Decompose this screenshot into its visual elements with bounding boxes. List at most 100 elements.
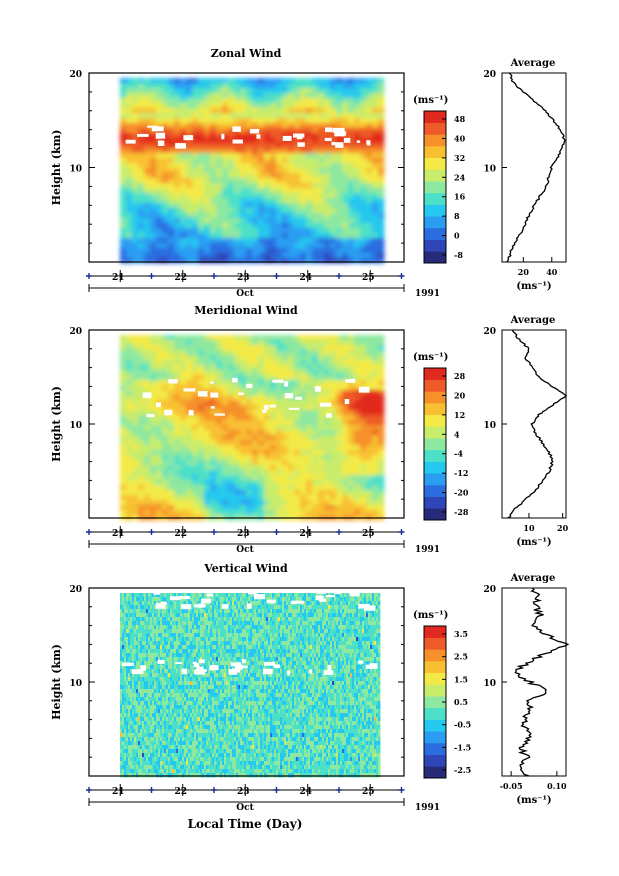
heatmap-cell: [306, 350, 313, 356]
heatmap-cell: [150, 677, 153, 682]
heatmap-cell: [282, 243, 289, 249]
heatmap-cell: [288, 78, 295, 84]
heatmap-cell: [126, 490, 133, 496]
heatmap-cell: [122, 709, 125, 714]
heatmap-cell: [174, 340, 181, 346]
heatmap-cell: [150, 188, 157, 194]
heatmap-cell: [136, 661, 139, 666]
heatmap-cell: [210, 153, 217, 159]
heatmap-cell: [176, 717, 179, 722]
heatmap-cell: [138, 741, 141, 746]
heatmap-cell: [360, 118, 367, 124]
heatmap-cell: [126, 629, 129, 634]
heatmap-cell: [120, 745, 123, 750]
heatmap-cell: [306, 238, 313, 244]
heatmap-cell: [222, 490, 229, 496]
heatmap-cell: [294, 510, 301, 516]
heatmap-cell: [126, 485, 133, 491]
heatmap-cell: [160, 685, 163, 690]
heatmap-cell: [336, 103, 343, 109]
heatmap-cell: [138, 637, 141, 642]
heatmap-cell: [144, 705, 147, 710]
heatmap-cell: [228, 183, 235, 189]
heatmap-cell: [128, 593, 131, 598]
heatmap-cell: [120, 701, 123, 706]
heatmap-cell: [306, 405, 313, 411]
colorbar-tick-label: -20: [454, 488, 469, 498]
heatmap-cell: [134, 749, 137, 754]
heatmap-cell: [354, 253, 361, 259]
heatmap-cell: [300, 118, 307, 124]
heatmap-cell: [164, 761, 167, 766]
heatmap-cell: [198, 253, 205, 259]
heatmap-cell: [136, 757, 139, 762]
heatmap-cell: [166, 705, 169, 710]
heatmap-cell: [160, 653, 163, 658]
heatmap-cell: [156, 420, 163, 426]
heatmap-cell: [156, 93, 163, 99]
time-tick-label: 21: [112, 273, 125, 283]
heatmap-cell: [330, 153, 337, 159]
heatmap-cell: [164, 613, 167, 618]
heatmap-cell: [288, 93, 295, 99]
heatmap-cell: [160, 773, 163, 778]
heatmap-cell: [162, 218, 169, 224]
heatmap-cell: [184, 625, 187, 630]
heatmap-cell: [372, 228, 379, 234]
heatmap-cell: [306, 218, 313, 224]
heatmap-cell: [258, 500, 265, 506]
heatmap-cell: [172, 609, 175, 614]
heatmap-cell: [164, 729, 167, 734]
heatmap-cell: [300, 365, 307, 371]
heatmap-cell: [276, 208, 283, 214]
heatmap-cell: [156, 355, 163, 361]
heatmap-cell: [160, 609, 163, 614]
heatmap-cell: [144, 753, 147, 758]
heatmap-cell: [216, 133, 223, 139]
heatmap-cell: [124, 765, 127, 770]
heatmap-cell: [132, 749, 135, 754]
heatmap-cell: [134, 697, 137, 702]
heatmap-cell: [306, 365, 313, 371]
heatmap-cell: [176, 769, 179, 774]
heatmap-cell: [228, 83, 235, 89]
heatmap-cell: [132, 415, 139, 421]
heatmap-cell: [138, 717, 141, 722]
heatmap-cell: [270, 405, 277, 411]
heatmap-cell: [288, 173, 295, 179]
heatmap-cell: [222, 440, 229, 446]
heatmap-cell: [360, 198, 367, 204]
heatmap-cell: [126, 495, 133, 501]
heatmap-cell: [342, 380, 349, 386]
heatmap-cell: [204, 370, 211, 376]
heatmap-cell: [124, 693, 127, 698]
heatmap-cell: [288, 385, 295, 391]
heatmap-cell: [168, 350, 175, 356]
heatmap-cell: [168, 761, 171, 766]
heatmap-cell: [174, 163, 181, 169]
heatmap-cell: [154, 637, 157, 642]
heatmap-cells: [120, 335, 385, 521]
heatmap-cell: [144, 653, 147, 658]
heatmap-cell: [150, 178, 157, 184]
heatmap-cell: [252, 113, 259, 119]
heatmap-cell: [264, 410, 271, 416]
heatmap-cell: [246, 390, 253, 396]
heatmap-cell: [288, 375, 295, 381]
heatmap-cell: [174, 737, 177, 742]
heatmap-cell: [124, 697, 127, 702]
heatmap-cell: [162, 390, 169, 396]
heatmap-cell: [288, 243, 295, 249]
heatmap-cell: [222, 193, 229, 199]
heatmap-cell: [306, 108, 313, 114]
heatmap-cell: [156, 345, 163, 351]
heatmap-cell: [378, 193, 385, 199]
heatmap-cell: [154, 681, 157, 686]
heatmap-cell: [366, 350, 373, 356]
heatmap-cell: [240, 405, 247, 411]
heatmap-cell: [144, 761, 147, 766]
heatmap-cell: [330, 455, 337, 461]
heatmap-cell: [228, 495, 235, 501]
heatmap-cell: [168, 415, 175, 421]
average-y-tick-label: 20: [483, 327, 496, 337]
